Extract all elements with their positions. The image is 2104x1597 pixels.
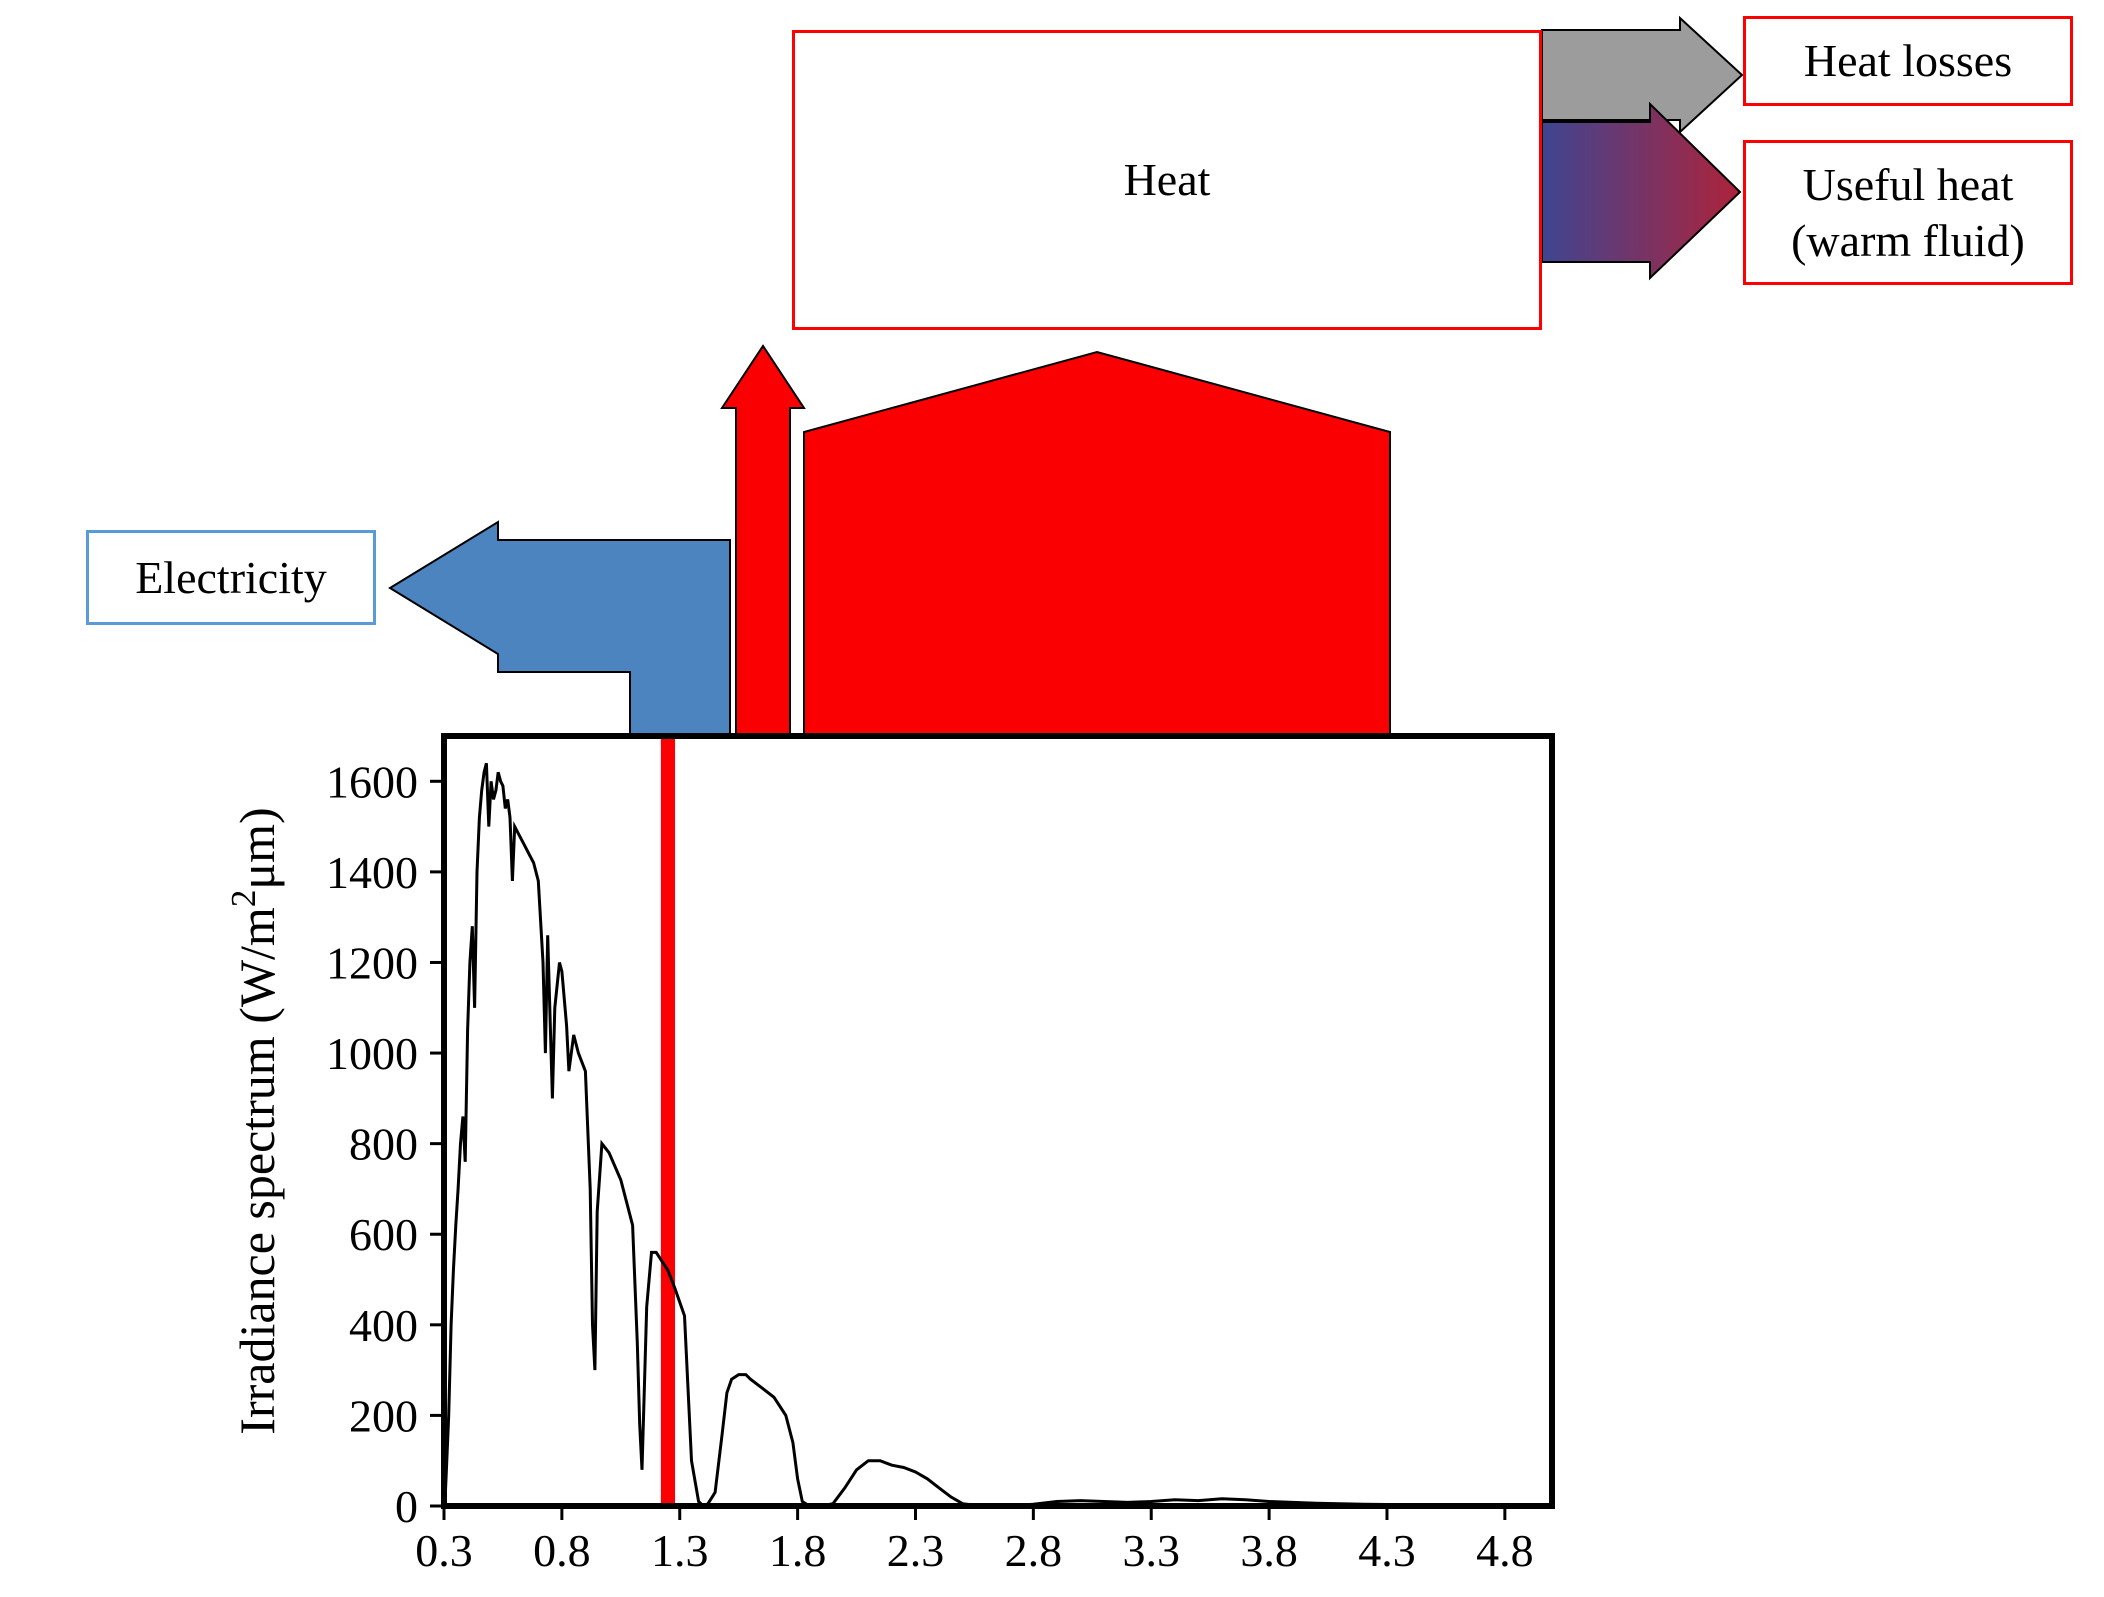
figure-root: Heat Heat losses Useful heat (warm fluid… <box>0 0 2104 1597</box>
xtick-label: 2.3 <box>887 1525 945 1576</box>
x-axis-label: Wavelength λ (μm) <box>766 1591 1149 1597</box>
ytick-label: 1600 <box>326 756 418 807</box>
xtick-label: 1.8 <box>769 1525 827 1576</box>
ytick-label: 1200 <box>326 937 418 988</box>
xtick-label: 0.3 <box>415 1525 473 1576</box>
xtick-label: 4.3 <box>1358 1525 1416 1576</box>
xtick-label: 1.3 <box>651 1525 709 1576</box>
ytick-label: 1400 <box>326 847 418 898</box>
ytick-label: 200 <box>349 1390 418 1441</box>
ytick-label: 1000 <box>326 1028 418 1079</box>
xtick-label: 3.3 <box>1122 1525 1180 1576</box>
xtick-label: 3.8 <box>1240 1525 1298 1576</box>
xtick-label: 2.8 <box>1005 1525 1063 1576</box>
xtick-label: 4.8 <box>1476 1525 1534 1576</box>
ytick-label: 400 <box>349 1300 418 1351</box>
ytick-label: 800 <box>349 1119 418 1170</box>
ytick-label: 600 <box>349 1209 418 1260</box>
y-axis-label: Irradiance spectrum (W/m2μm) <box>224 807 286 1434</box>
xtick-label: 0.8 <box>533 1525 591 1576</box>
irradiance-chart: 020040060080010001200140016000.30.81.31.… <box>0 0 2104 1597</box>
